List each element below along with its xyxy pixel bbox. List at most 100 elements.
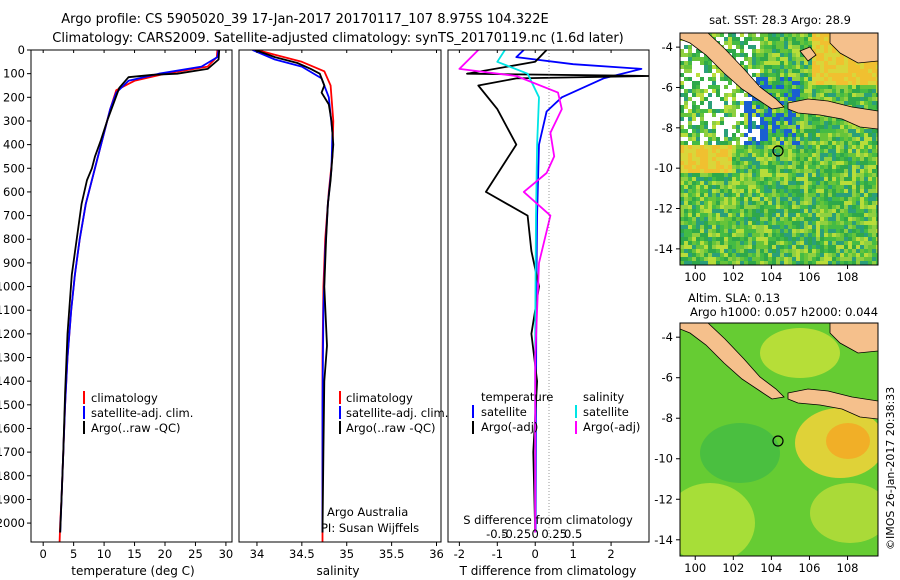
sst-cell	[864, 221, 869, 226]
sst-cell	[860, 89, 865, 94]
sst-cell	[752, 161, 757, 166]
sst-cell	[852, 245, 857, 250]
sst-cell	[732, 97, 737, 102]
sst-cell	[828, 133, 833, 138]
sst-cell	[692, 249, 697, 254]
sst-cell	[756, 165, 761, 170]
sst-cell	[740, 141, 745, 146]
sst-cell	[788, 161, 793, 166]
sst-cell	[876, 237, 878, 242]
sst-cell	[812, 165, 817, 170]
sst-cell	[748, 41, 753, 46]
sst-cell	[784, 209, 789, 214]
sst-cell	[796, 73, 801, 78]
sst-cell	[824, 53, 829, 58]
sst-cell	[800, 229, 805, 234]
sst-cell	[740, 233, 745, 238]
sst-cell	[792, 261, 797, 265]
sst-cell	[800, 69, 805, 74]
sst-cell	[840, 81, 845, 86]
sst-cell	[760, 85, 765, 90]
sst-cell	[784, 69, 789, 74]
sst-cell	[840, 193, 845, 198]
sst-cell	[680, 241, 685, 246]
sst-cell	[680, 165, 685, 170]
sst-cell	[824, 249, 829, 254]
sst-cell	[824, 217, 829, 222]
lon-tick-label: 108	[837, 270, 859, 284]
lat-tick-label: -14	[654, 533, 673, 547]
sst-cell	[696, 189, 701, 194]
sst-cell	[864, 105, 869, 110]
sst-cell	[764, 209, 769, 214]
sst-cell	[700, 177, 705, 182]
sst-cell	[812, 261, 817, 265]
sst-cell	[844, 101, 849, 106]
sst-cell	[828, 245, 833, 250]
sst-cell	[804, 141, 809, 146]
sst-cell	[864, 65, 869, 70]
sst-cell	[760, 185, 765, 190]
difference-panel: temperature salinity satellite Argo(-adj…	[447, 49, 650, 578]
sst-cell	[752, 209, 757, 214]
sst-cell	[852, 149, 857, 154]
sst-cell	[684, 213, 689, 218]
sst-cell	[760, 233, 765, 238]
sst-cell	[760, 245, 765, 250]
sst-cell	[744, 169, 749, 174]
difference-frame	[447, 49, 650, 543]
sst-cell	[832, 141, 837, 146]
sst-cell	[840, 221, 845, 226]
sst-cell	[808, 129, 813, 134]
sst-cell	[792, 125, 797, 130]
sst-cell	[760, 237, 765, 242]
sst-cell	[812, 241, 817, 246]
sst-cell	[680, 157, 685, 162]
sst-cell	[856, 69, 861, 74]
sst-cell	[824, 49, 829, 54]
sst-cell	[688, 185, 693, 190]
sst-cell	[748, 181, 753, 186]
sst-cell	[716, 93, 721, 98]
sst-cell	[744, 41, 749, 46]
sst-cell	[740, 117, 745, 122]
sst-cell	[724, 213, 729, 218]
sst-cell	[780, 261, 785, 265]
sst-cell	[716, 157, 721, 162]
sst-cell	[756, 229, 761, 234]
sst-cell	[708, 177, 713, 182]
sst-cell	[772, 205, 777, 210]
sst-cell	[752, 173, 757, 178]
x-tick-label: 1	[569, 547, 576, 561]
sst-cell	[700, 133, 705, 138]
x-tick-label: 34	[250, 547, 265, 561]
sst-cell	[732, 93, 737, 98]
sst-cell	[744, 165, 749, 170]
sst-cell	[864, 137, 869, 142]
sst-cell	[732, 177, 737, 182]
sst-cell	[712, 241, 717, 246]
sst-cell	[768, 129, 773, 134]
sst-cell	[752, 233, 757, 238]
sst-cell	[760, 149, 765, 154]
sst-cell	[796, 145, 801, 150]
sst-cell	[736, 225, 741, 230]
sst-cell	[836, 77, 841, 82]
sst-cell	[724, 257, 729, 262]
sst-cell	[688, 129, 693, 134]
sst-cell	[792, 249, 797, 254]
sst-cell	[800, 185, 805, 190]
sst-cell	[720, 137, 725, 142]
sst-cell	[740, 201, 745, 206]
sst-cell	[704, 185, 709, 190]
sst-cell	[792, 241, 797, 246]
sst-cell	[856, 133, 861, 138]
sst-cell	[868, 193, 873, 198]
sst-cell	[708, 65, 713, 70]
sst-cell	[824, 37, 829, 42]
sst-cell	[756, 33, 761, 38]
lon-tick-label: 106	[798, 270, 820, 284]
sst-cell	[836, 81, 841, 86]
y-tick-label: 600	[3, 185, 25, 199]
sst-cell	[812, 73, 817, 78]
